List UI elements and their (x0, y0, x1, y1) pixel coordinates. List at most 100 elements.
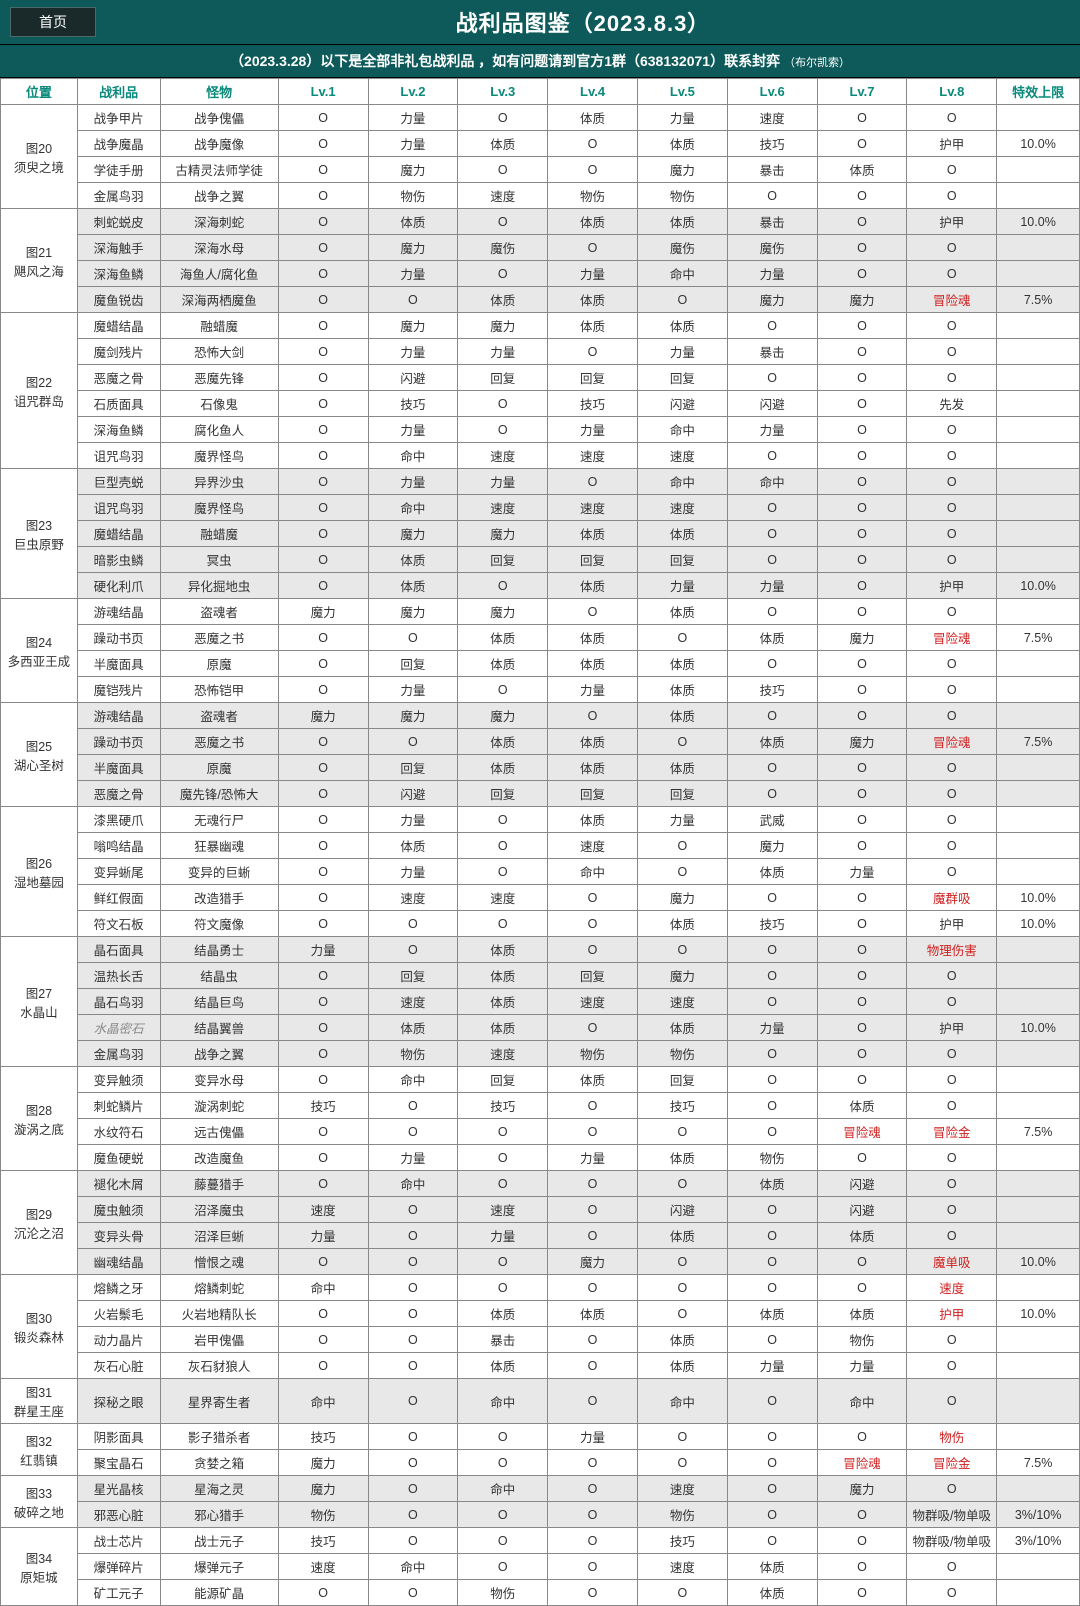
lv-cell: O (727, 1119, 817, 1145)
lv-cell: 体质 (548, 1301, 638, 1327)
lv-cell: 力量 (368, 1145, 458, 1171)
lv-cell: O (548, 703, 638, 729)
cap-cell (997, 651, 1080, 677)
lv-cell: O (278, 1353, 368, 1379)
loot-cell: 金属鸟羽 (77, 1041, 160, 1067)
monster-cell: 恐怖大剑 (160, 339, 278, 365)
monster-cell: 原魔 (160, 651, 278, 677)
cap-cell (997, 235, 1080, 261)
lv-cell: 魔力 (458, 313, 548, 339)
subheader: （2023.3.28）以下是全部非礼包战利品 ，如有问题请到官方1群（63813… (0, 45, 1080, 78)
loot-cell: 变异蜥尾 (77, 859, 160, 885)
monster-cell: 魔先锋/恐怖大 (160, 781, 278, 807)
lv-cell: O (817, 1554, 907, 1580)
cap-cell: 10.0% (997, 885, 1080, 911)
cap-cell (997, 1580, 1080, 1606)
monster-cell: 冥虫 (160, 547, 278, 573)
lv-cell: O (278, 417, 368, 443)
monster-cell: 战争之翼 (160, 183, 278, 209)
monster-cell: 异化掘地虫 (160, 573, 278, 599)
lv-cell: 力量 (368, 339, 458, 365)
lv-cell: 技巧 (727, 131, 817, 157)
lv-cell: O (278, 781, 368, 807)
table-row: 硬化利爪异化掘地虫O体质O体质力量力量O护甲10.0% (1, 573, 1080, 599)
lv-cell: O (907, 235, 997, 261)
lv-cell: O (817, 547, 907, 573)
loot-cell: 学徒手册 (77, 157, 160, 183)
lv-cell: 力量 (368, 807, 458, 833)
lv-cell: 物理伤害 (907, 937, 997, 963)
lv-cell: 冒险金 (907, 1450, 997, 1476)
lv-cell: O (727, 313, 817, 339)
location-cell: 图32红翡镇 (1, 1424, 78, 1476)
lv-cell: O (637, 1249, 727, 1275)
lv-cell: O (727, 781, 817, 807)
lv-cell: 闪避 (368, 781, 458, 807)
table-row: 灰石心脏灰石豺狼人OO体质O体质力量力量O (1, 1353, 1080, 1379)
lv-cell: 物伤 (458, 1580, 548, 1606)
lv-cell: O (907, 807, 997, 833)
lv-cell: O (278, 131, 368, 157)
lv-cell: O (637, 1275, 727, 1301)
monster-cell: 符文魔像 (160, 911, 278, 937)
table-row: 图28漩涡之底变异触须变异水母O命中回复体质回复OOO (1, 1067, 1080, 1093)
cap-cell (997, 1353, 1080, 1379)
lv-cell: 体质 (637, 599, 727, 625)
col-header: Lv.7 (817, 79, 907, 105)
loot-cell: 深海鱼鳞 (77, 261, 160, 287)
monster-cell: 漩涡刺蛇 (160, 1093, 278, 1119)
loot-cell: 幽魂结晶 (77, 1249, 160, 1275)
lv-cell: 护甲 (907, 573, 997, 599)
location-cell: 图25湖心圣树 (1, 703, 78, 807)
subheader-tail: （布尔凯索） (784, 57, 850, 69)
lv-cell: 命中 (368, 1067, 458, 1093)
lv-cell: O (727, 365, 817, 391)
lv-cell: 闪避 (637, 391, 727, 417)
monster-cell: 沼泽魔虫 (160, 1197, 278, 1223)
lv-cell: O (278, 391, 368, 417)
table-row: 魔鱼硬蜕改造魔鱼O力量O力量体质物伤OO (1, 1145, 1080, 1171)
cap-cell (997, 443, 1080, 469)
lv-cell: 物伤 (278, 1502, 368, 1528)
lv-cell: 魔力 (637, 157, 727, 183)
monster-cell: 能源矿晶 (160, 1580, 278, 1606)
lv-cell: O (278, 755, 368, 781)
lv-cell: O (368, 1476, 458, 1502)
lv-cell: O (278, 495, 368, 521)
cap-cell (997, 703, 1080, 729)
lv-cell: 力量 (458, 469, 548, 495)
lv-cell: 体质 (548, 313, 638, 339)
lv-cell: 体质 (458, 729, 548, 755)
lv-cell: O (548, 1119, 638, 1145)
lv-cell: O (368, 1450, 458, 1476)
lv-cell: 力量 (727, 1015, 817, 1041)
monster-cell: 结晶虫 (160, 963, 278, 989)
lv-cell: 体质 (458, 937, 548, 963)
lv-cell: 体质 (817, 1301, 907, 1327)
lv-cell: O (817, 235, 907, 261)
lv-cell: O (548, 1093, 638, 1119)
lv-cell: O (817, 1580, 907, 1606)
lv-cell: O (637, 729, 727, 755)
lv-cell: 体质 (368, 547, 458, 573)
lv-cell: 冒险魂 (907, 625, 997, 651)
loot-cell: 巨型壳蜕 (77, 469, 160, 495)
lv-cell: 体质 (637, 521, 727, 547)
cap-cell: 3%/10% (997, 1502, 1080, 1528)
cap-cell: 10.0% (997, 1249, 1080, 1275)
lv-cell: O (817, 1249, 907, 1275)
table-row: 半魔面具原魔O回复体质体质体质OOO (1, 651, 1080, 677)
monster-cell: 古精灵法师学徒 (160, 157, 278, 183)
col-header: Lv.8 (907, 79, 997, 105)
lv-cell: 体质 (458, 651, 548, 677)
lv-cell: O (907, 963, 997, 989)
lv-cell: O (548, 911, 638, 937)
lv-cell: O (278, 1015, 368, 1041)
lv-cell: 技巧 (637, 1093, 727, 1119)
lv-cell: 体质 (727, 1301, 817, 1327)
home-button[interactable]: 首页 (10, 7, 96, 37)
lv-cell: O (278, 1171, 368, 1197)
monster-cell: 原魔 (160, 755, 278, 781)
lv-cell: O (458, 1554, 548, 1580)
lv-cell: 护甲 (907, 1301, 997, 1327)
